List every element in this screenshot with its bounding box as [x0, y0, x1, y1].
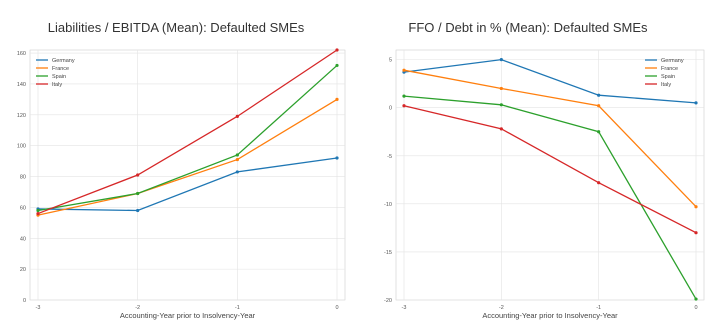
legend: Germany France Spain Italy: [36, 58, 75, 88]
data-point-spain: [136, 191, 140, 196]
data-point-spain: [235, 153, 239, 157]
y-tick-label: 120: [17, 113, 26, 119]
x-tick-label: 0: [335, 305, 338, 311]
chart-panel-ffo-debt: FFO / Debt in % (Mean): Defaulted SMEs -…: [352, 0, 705, 322]
series-line-spain: [37, 64, 338, 212]
x-tick-label: 0: [694, 305, 697, 311]
data-point-italy: [136, 173, 140, 177]
legend-label-spain: Spain: [661, 74, 675, 80]
data-point-spain: [694, 297, 698, 301]
x-axis-label: Accounting-Year prior to Insolvency-Year: [482, 311, 618, 320]
data-point-germany: [499, 58, 503, 62]
series-line-spain: [403, 95, 697, 300]
chart-title: FFO / Debt in % (Mean): Defaulted SMEs: [408, 20, 648, 35]
data-point-france: [235, 157, 239, 162]
data-point-spain: [402, 94, 406, 98]
legend: Germany France Spain Italy: [645, 58, 684, 88]
x-tick-label: -2: [499, 305, 504, 311]
y-tick-label: 0: [23, 298, 26, 304]
series-line-germany: [37, 157, 338, 212]
y-tick-label: 20: [20, 267, 26, 273]
legend-label-italy: Italy: [661, 82, 671, 88]
series-line-france: [37, 98, 338, 216]
data-point-germany: [335, 156, 339, 160]
y-tick-label: 60: [20, 205, 26, 211]
x-tick-label: -1: [235, 305, 240, 311]
data-point-france: [694, 205, 698, 209]
legend-label-italy: Italy: [52, 82, 62, 88]
y-tick-label: 80: [20, 175, 26, 181]
y-tick-label: 5: [389, 58, 392, 64]
data-point-italy: [402, 104, 406, 108]
y-tick-label: -5: [387, 154, 392, 160]
chart-title: Liabilities / EBITDA (Mean): Defaulted S…: [47, 20, 305, 35]
x-axis-label: Accounting-Year prior to Insolvency-Year: [120, 311, 256, 320]
y-tick-label: 40: [20, 236, 26, 242]
series-line-germany: [403, 58, 697, 104]
data-point-spain: [499, 103, 503, 107]
x-tick-label: -3: [36, 305, 41, 311]
legend-label-france: France: [52, 66, 69, 72]
legend-label-spain: Spain: [52, 74, 66, 80]
y-tick-label: -15: [384, 250, 392, 256]
data-point-germany: [597, 93, 601, 97]
plot-frame: [29, 49, 346, 301]
data-point-spain: [36, 208, 40, 213]
plot-frame: [395, 49, 705, 301]
legend-label-france: France: [661, 66, 678, 72]
data-point-italy: [694, 231, 698, 235]
legend-label-germany: Germany: [661, 58, 684, 64]
data-point-france: [499, 86, 503, 91]
y-tick-label: 0: [389, 106, 392, 112]
series-line-italy: [403, 105, 697, 234]
data-point-spain: [597, 130, 601, 134]
data-point-italy: [335, 48, 339, 52]
data-point-italy: [597, 181, 601, 185]
chart-panel-liabilities-ebitda: Liabilities / EBITDA (Mean): Defaulted S…: [0, 0, 352, 322]
data-point-italy: [36, 211, 40, 216]
y-tick-label: -10: [384, 202, 392, 208]
series-line-italy: [37, 49, 338, 215]
data-point-germany: [235, 170, 239, 174]
y-tick-label: 140: [17, 82, 26, 88]
chart-liabilities-ebitda: 0 20 40 60 80 100 120 140 160 -3 -2 -1 0 Accounting-Y…: [17, 48, 346, 320]
x-tick-label: -2: [135, 305, 140, 311]
data-point-france: [335, 97, 339, 101]
data-point-italy: [499, 127, 503, 131]
y-tick-label: -20: [384, 298, 392, 304]
data-point-germany: [694, 101, 698, 105]
x-tick-label: -1: [596, 305, 601, 311]
data-point-france: [402, 68, 406, 72]
legend-label-germany: Germany: [52, 58, 75, 64]
series-line-france: [403, 69, 697, 208]
data-point-france: [597, 104, 601, 108]
data-point-italy: [235, 114, 239, 118]
y-tick-label: 100: [17, 144, 26, 150]
data-point-germany: [136, 208, 140, 213]
y-tick-label: 160: [17, 51, 26, 57]
x-tick-label: -3: [402, 305, 407, 311]
data-point-spain: [335, 63, 339, 68]
